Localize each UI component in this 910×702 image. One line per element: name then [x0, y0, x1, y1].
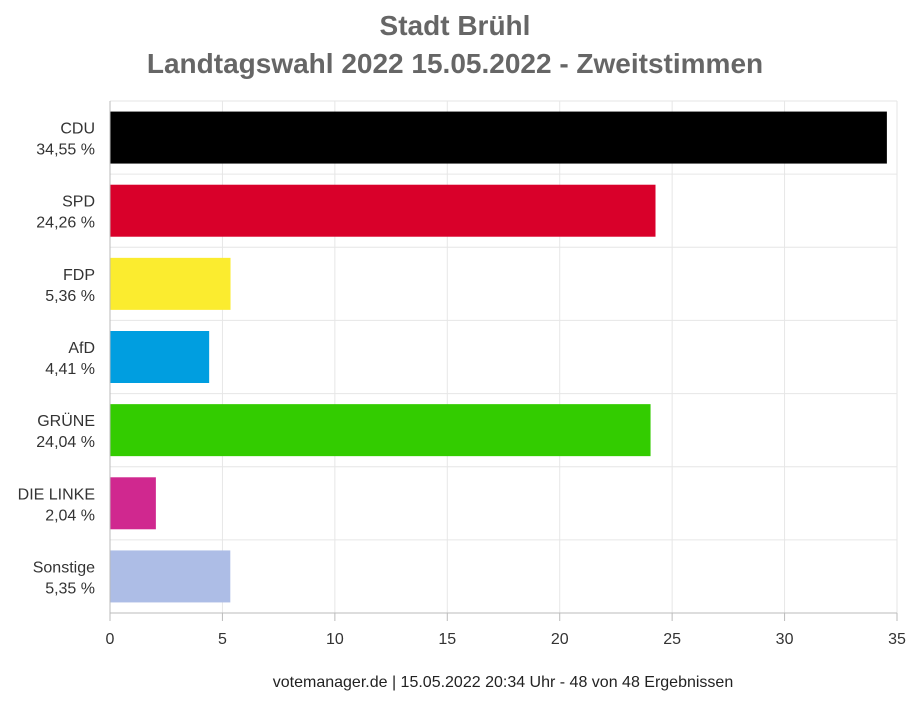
- value-label: 34,55 %: [36, 142, 95, 159]
- value-label: 24,26 %: [36, 215, 95, 232]
- value-label: 2,04 %: [45, 507, 95, 524]
- bar-sonstige: [110, 550, 231, 603]
- value-label: 5,36 %: [45, 288, 95, 305]
- x-tick-label: 5: [218, 631, 227, 648]
- category-label: SPD: [62, 194, 95, 211]
- x-tick-label: 10: [326, 631, 344, 648]
- chart-subtitle: Landtagswahl 2022 15.05.2022 - Zweitstim…: [146, 48, 764, 79]
- bar-spd: [110, 184, 656, 237]
- value-label: 5,35 %: [45, 580, 95, 597]
- x-tick-label: 35: [888, 631, 906, 648]
- bar-die-linke: [110, 477, 156, 530]
- footer-source: votemanager.de | 15.05.2022 20:34 Uhr - …: [272, 674, 734, 691]
- bar-afd: [110, 331, 210, 383]
- x-tick-label: 15: [438, 631, 456, 648]
- x-tick-label: 25: [663, 631, 681, 648]
- category-label: GRÜNE: [37, 412, 95, 430]
- value-label: 4,41 %: [45, 361, 95, 378]
- bar-grüne: [110, 404, 651, 457]
- category-label: DIE LINKE: [18, 486, 95, 503]
- x-tick-label: 0: [106, 631, 115, 648]
- chart-title: Stadt Brühl: [379, 10, 531, 41]
- category-label: CDU: [60, 121, 95, 138]
- x-tick-label: 20: [551, 631, 569, 648]
- x-tick-label: 30: [776, 631, 794, 648]
- category-label: FDP: [63, 267, 95, 284]
- bar-fdp: [110, 257, 231, 310]
- value-label: 24,04 %: [36, 434, 95, 451]
- category-label: Sonstige: [33, 559, 95, 576]
- category-label: AfD: [68, 340, 95, 357]
- bar-cdu: [110, 111, 887, 164]
